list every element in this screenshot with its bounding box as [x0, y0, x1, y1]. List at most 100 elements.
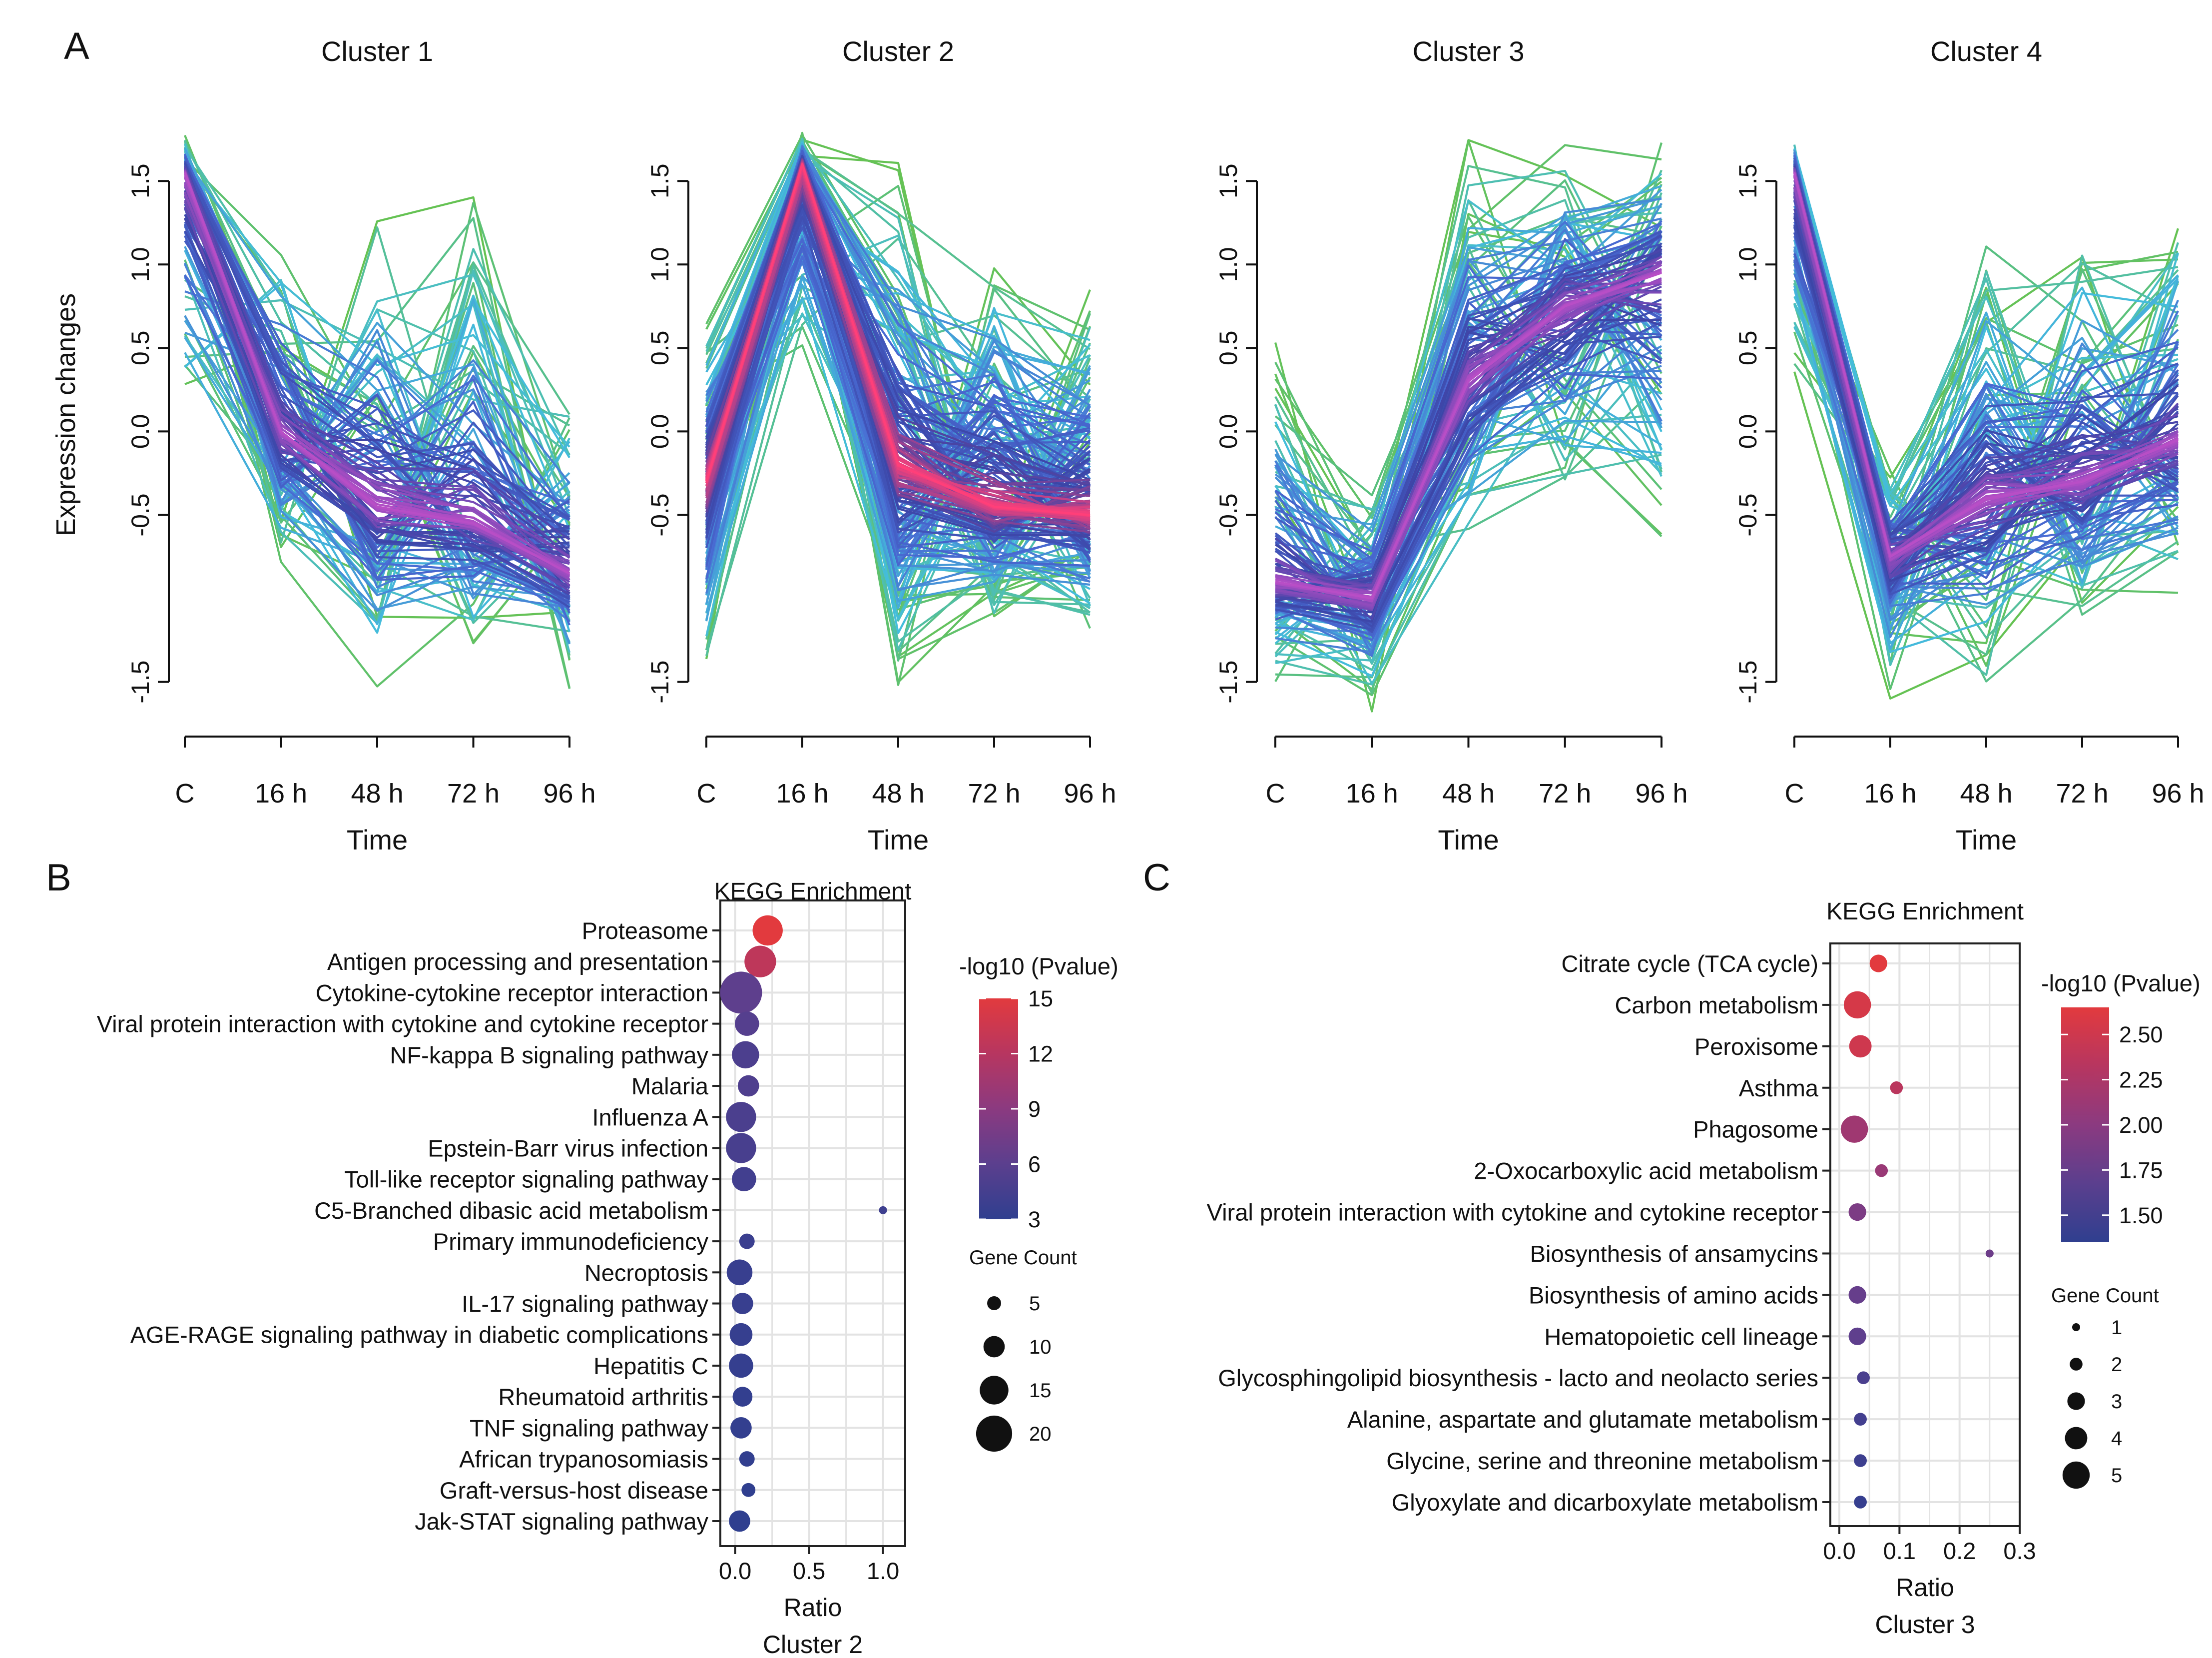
x-tick-label: 0.5: [793, 1558, 825, 1584]
enrichment-point: [741, 1483, 756, 1497]
kegg-title: KEGG Enrichment: [1826, 898, 2024, 925]
color-bar-label: 2.00: [2119, 1112, 2163, 1138]
term-label: Hepatitis C: [593, 1353, 708, 1379]
profile-line: [1793, 274, 2179, 645]
color-bar-label: 15: [1028, 986, 1053, 1011]
color-legend-title: -log10 (Pvalue): [2041, 970, 2201, 996]
y-tick-label: 1.0: [126, 247, 154, 282]
y-tick-label: 0.5: [1214, 331, 1242, 366]
size-legend-label: 20: [1029, 1423, 1052, 1445]
profile-line: [184, 262, 570, 572]
term-label: Graft-versus-host disease: [440, 1477, 708, 1504]
enrichment-point: [1843, 991, 1871, 1019]
term-label: Glycine, serine and threonine metabolism: [1386, 1448, 1818, 1474]
enrichment-point: [1985, 1249, 1994, 1258]
profile-line: [184, 165, 570, 564]
enrichment-point: [1848, 1203, 1866, 1221]
color-legend: -log10 (Pvalue) 2.50 2.25 2.00 1.75 1.50: [2041, 970, 2201, 1242]
y-tick-label: -0.5: [1214, 493, 1242, 536]
term-label: Toll-like receptor signaling pathway: [344, 1166, 708, 1193]
enrichment-point: [737, 1075, 759, 1097]
y-tick-label: -0.5: [646, 493, 674, 536]
term-label: Citrate cycle (TCA cycle): [1562, 950, 1818, 977]
y-tick-label: -0.5: [1734, 493, 1762, 536]
x-tick-label: 0.2: [1943, 1538, 1976, 1564]
enrichment-point: [732, 1167, 756, 1191]
cluster-title: Cluster 3: [1412, 35, 1524, 67]
profile-line: [1275, 272, 1662, 600]
size-legend-title: Gene Count: [969, 1247, 1077, 1269]
term-label: Peroxisome: [1694, 1033, 1818, 1060]
profile-line: [1274, 370, 1662, 570]
panel-label-a: A: [64, 25, 89, 67]
y-tick-label: 0.0: [1214, 414, 1242, 449]
color-bar-label: 3: [1028, 1207, 1041, 1232]
term-label: Asthma: [1739, 1075, 1819, 1101]
term-label: 2-Oxocarboxylic acid metabolism: [1474, 1158, 1818, 1184]
y-tick-label: 1.0: [1214, 247, 1242, 282]
y-tick-label: 0.0: [126, 414, 154, 449]
x-tick-label: 72 h: [2056, 779, 2108, 809]
x-tick-label: 48 h: [872, 779, 924, 809]
term-label: Glycosphingolipid biosynthesis - lacto a…: [1218, 1365, 1818, 1391]
profile-line: [1275, 222, 1662, 600]
profile-line: [1793, 172, 2179, 558]
y-tick-label: 0.5: [126, 331, 154, 366]
term-label: Cytokine-cytokine receptor interaction: [316, 979, 708, 1006]
profile-line: [1793, 289, 2179, 653]
enrichment-point: [734, 1011, 759, 1036]
profile-line: [184, 261, 570, 620]
enrichment-point: [732, 1041, 759, 1069]
size-legend-label: 15: [1029, 1380, 1052, 1402]
x-axis-title: Time: [1956, 824, 2017, 855]
enrichment-point: [732, 1293, 753, 1314]
x-tick-label: 0.1: [1883, 1538, 1916, 1564]
color-bar-label: 1.50: [2119, 1203, 2163, 1228]
enrichment-point: [732, 1387, 753, 1407]
y-axis-title: Expression changes: [51, 293, 81, 536]
size-legend-label: 1: [2111, 1317, 2122, 1339]
enrichment-point: [879, 1206, 887, 1214]
enrichment-point: [729, 1353, 753, 1378]
color-legend: -log10 (Pvalue) 15 12 9 6 3: [959, 953, 1118, 1232]
term-label: Influenza A: [592, 1104, 708, 1130]
term-label: Malaria: [631, 1073, 709, 1099]
panel-footer: Cluster 2: [763, 1631, 863, 1658]
enrichment-point: [720, 971, 762, 1014]
size-legend-dot: [2072, 1323, 2080, 1331]
size-legend-label: 10: [1029, 1336, 1052, 1358]
y-tick-label: 1.5: [646, 163, 674, 198]
panel-footer: Cluster 3: [1875, 1611, 1975, 1639]
cluster-title: Cluster 1: [321, 35, 433, 67]
enrichment-point: [1869, 954, 1887, 972]
enrichment-point: [1857, 1371, 1870, 1385]
size-legend-title: Gene Count: [2051, 1285, 2159, 1307]
profile-line: [184, 167, 570, 609]
term-label: Viral protein interaction with cytokine …: [1207, 1199, 1818, 1226]
x-tick-label: 96 h: [1635, 779, 1687, 809]
enrichment-point: [1854, 1454, 1867, 1467]
x-tick-label: C: [175, 779, 195, 809]
x-tick-label: 16 h: [1346, 779, 1398, 809]
enrichment-point: [752, 915, 783, 946]
profile-line: [184, 191, 570, 581]
size-legend-dot: [2062, 1461, 2090, 1489]
x-tick-label: 16 h: [1864, 779, 1916, 809]
x-tick-label: 72 h: [447, 779, 500, 809]
y-tick-label: 0.5: [646, 331, 674, 366]
term-label: Carbon metabolism: [1615, 992, 1818, 1018]
term-label: NF-kappa B signaling pathway: [390, 1042, 709, 1068]
x-axis-title: Ratio: [784, 1594, 842, 1622]
profile-line: [1275, 236, 1662, 553]
enrichment-point: [1848, 1286, 1866, 1304]
y-tick-label: -1.5: [646, 661, 674, 704]
term-label: C5-Branched dibasic acid metabolism: [314, 1197, 708, 1224]
size-legend-dot: [983, 1336, 1005, 1358]
panel-a-cluster-profiles: Cluster 1 1.5 1.0 0.5 0.0 -0.5 -1.5 Expression …: [51, 35, 2205, 855]
enrichment-point: [1875, 1164, 1888, 1177]
term-label: African trypanosomiasis: [459, 1446, 708, 1473]
term-label: Rheumatoid arthritis: [498, 1384, 708, 1410]
enrichment-point: [1840, 1115, 1868, 1143]
color-bar-label: 2.25: [2119, 1067, 2163, 1093]
